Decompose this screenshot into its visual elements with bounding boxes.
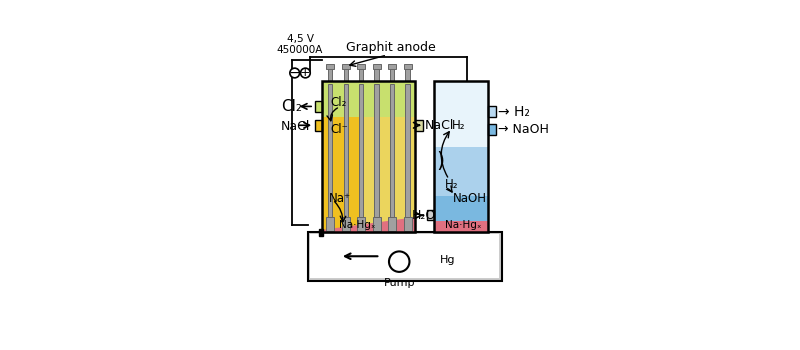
- Text: NaCl: NaCl: [425, 119, 454, 132]
- Bar: [426, 210, 434, 220]
- Text: Na⁺: Na⁺: [329, 192, 351, 205]
- Text: Na·Hgₓ: Na·Hgₓ: [338, 220, 375, 230]
- Bar: [343, 84, 348, 217]
- Bar: [357, 64, 365, 69]
- Bar: [434, 147, 488, 196]
- Bar: [359, 68, 363, 81]
- Text: → H₂: → H₂: [498, 105, 530, 119]
- Text: Hg: Hg: [440, 255, 455, 265]
- Bar: [357, 217, 365, 231]
- Bar: [342, 217, 350, 231]
- Polygon shape: [322, 217, 415, 232]
- Bar: [315, 120, 322, 131]
- Bar: [364, 118, 415, 232]
- Bar: [318, 229, 323, 236]
- Text: H₂: H₂: [452, 119, 466, 132]
- Text: Cl₂: Cl₂: [281, 99, 302, 114]
- Bar: [315, 101, 322, 112]
- Bar: [488, 106, 496, 118]
- Circle shape: [290, 68, 299, 78]
- Bar: [434, 147, 488, 232]
- Bar: [328, 68, 332, 81]
- Text: 4,5 V
450000A: 4,5 V 450000A: [277, 34, 323, 56]
- Text: H₂: H₂: [445, 178, 458, 191]
- Bar: [406, 84, 410, 217]
- Bar: [322, 81, 415, 118]
- Bar: [326, 217, 334, 231]
- Text: → NaOH: → NaOH: [498, 123, 550, 136]
- Bar: [310, 234, 499, 278]
- Bar: [406, 68, 410, 81]
- Bar: [343, 68, 348, 81]
- Bar: [359, 84, 363, 217]
- Circle shape: [301, 68, 310, 78]
- Text: NaOH: NaOH: [453, 192, 487, 205]
- Bar: [322, 81, 415, 232]
- Bar: [322, 118, 415, 232]
- Bar: [388, 217, 396, 231]
- Bar: [374, 68, 379, 81]
- Text: H₂O: H₂O: [411, 209, 435, 222]
- Bar: [374, 84, 379, 217]
- Bar: [415, 120, 423, 131]
- Bar: [434, 81, 488, 147]
- Bar: [388, 64, 396, 69]
- Bar: [390, 84, 394, 217]
- Text: Cl₂: Cl₂: [330, 96, 346, 109]
- Bar: [326, 64, 334, 69]
- Bar: [488, 124, 496, 135]
- Text: NaCl: NaCl: [281, 120, 310, 133]
- Text: Cl⁻: Cl⁻: [330, 123, 348, 136]
- Bar: [373, 64, 381, 69]
- Bar: [434, 221, 488, 232]
- Bar: [373, 217, 381, 231]
- Bar: [328, 84, 332, 217]
- Text: ): ): [437, 151, 445, 171]
- Bar: [434, 81, 488, 232]
- Text: Pump: Pump: [383, 278, 415, 288]
- Bar: [342, 64, 350, 69]
- Text: −: −: [289, 66, 301, 80]
- Bar: [390, 68, 394, 81]
- Bar: [403, 217, 412, 231]
- Text: +: +: [300, 66, 310, 79]
- Text: Na·Hgₓ: Na·Hgₓ: [445, 220, 482, 230]
- Bar: [307, 232, 502, 280]
- Bar: [403, 64, 412, 69]
- Text: Graphit anode: Graphit anode: [346, 41, 436, 54]
- Circle shape: [389, 251, 410, 272]
